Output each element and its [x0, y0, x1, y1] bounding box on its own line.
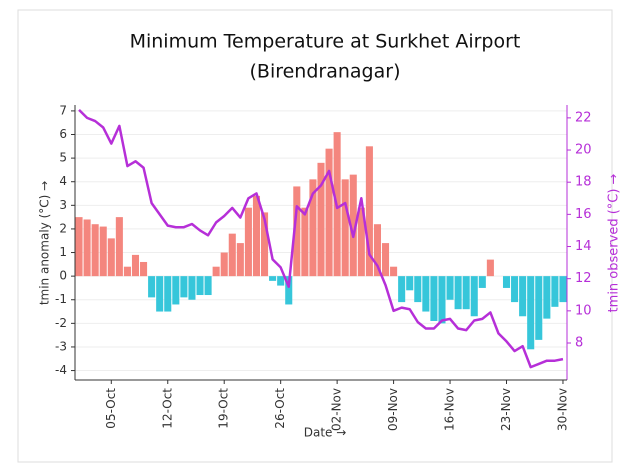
bar [511, 276, 519, 303]
y-tick-label: -4 [55, 363, 67, 377]
bar [277, 276, 285, 286]
bar [188, 276, 196, 300]
x-tick-label: 19-Oct [217, 388, 231, 429]
bar [406, 276, 414, 291]
bar [228, 233, 236, 277]
bar [535, 276, 543, 340]
y-tick-label: 6 [59, 127, 67, 141]
y-tick-label: 1 [59, 245, 67, 259]
bar [236, 243, 244, 277]
bar [373, 224, 381, 277]
bar [83, 219, 91, 277]
bar [317, 162, 325, 277]
bar [422, 276, 430, 312]
bar [156, 276, 164, 312]
bar [381, 243, 390, 277]
bar [446, 276, 454, 300]
bar [204, 276, 212, 296]
y2-tick-label: 16 [575, 207, 592, 222]
bar [293, 186, 301, 277]
bar [430, 276, 438, 321]
bar [398, 276, 406, 303]
y2-tick-label: 18 [575, 175, 592, 190]
y-tick-label: -2 [55, 316, 67, 330]
y2-tick-label: 10 [575, 303, 592, 318]
x-tick-label: 16-Nov [443, 388, 457, 431]
y-tick-label: -3 [55, 339, 67, 353]
bar [196, 276, 204, 296]
bar [519, 276, 527, 317]
bar [99, 226, 107, 277]
x-tick-label: 23-Nov [499, 388, 513, 431]
y-tick-label: 3 [59, 198, 67, 212]
y2-tick-label: 22 [575, 110, 592, 125]
bar [309, 179, 317, 277]
bar [244, 207, 252, 277]
x-axis-title: Date → [304, 426, 347, 440]
x-tick-label: 26-Oct [273, 388, 287, 429]
bar [486, 259, 494, 277]
bar [107, 238, 115, 277]
y-tick-label: 2 [59, 221, 67, 235]
bar [349, 174, 357, 277]
chart-title: Minimum Temperature at Surkhet Airport [130, 31, 521, 53]
x-tick-label: 09-Nov [386, 388, 400, 431]
bar [75, 217, 83, 277]
y2-tick-label: 12 [575, 271, 592, 286]
bar [180, 276, 188, 298]
bar [414, 276, 422, 303]
bar [220, 252, 228, 277]
x-tick-label: 30-Nov [555, 388, 569, 431]
bar [301, 207, 309, 277]
y2-tick-label: 14 [575, 239, 592, 254]
bar [365, 146, 373, 277]
bar [325, 148, 333, 277]
bar [341, 179, 349, 277]
chart-title: (Birendranagar) [250, 61, 401, 83]
bar [470, 276, 478, 317]
bar [454, 276, 462, 310]
bar [212, 266, 220, 277]
bar [478, 276, 486, 288]
y-tick-label: 7 [59, 103, 67, 117]
y-tick-label: -1 [55, 292, 67, 306]
x-tick-label: 05-Oct [104, 388, 118, 429]
x-tick-label: 02-Nov [330, 388, 344, 431]
bar [172, 276, 180, 305]
bar [91, 224, 99, 277]
y2-tick-label: 8 [575, 336, 583, 351]
y-tick-label: 0 [59, 269, 67, 283]
y-tick-label: 4 [59, 174, 67, 188]
bar [462, 276, 470, 310]
bar [357, 207, 365, 277]
bar [164, 276, 172, 312]
y2-tick-label: 20 [575, 143, 592, 158]
bar [390, 266, 398, 277]
y2-axis-title: tmin observed (°C) → [607, 173, 622, 312]
bar [123, 266, 131, 277]
bar [543, 276, 551, 319]
bar [261, 212, 269, 277]
bar [252, 195, 261, 277]
bar [527, 276, 535, 350]
bar [438, 276, 446, 324]
bar [502, 276, 511, 288]
bar [131, 254, 140, 277]
line [78, 108, 564, 369]
bar [115, 217, 123, 277]
bar [269, 276, 277, 281]
bar [148, 276, 156, 298]
bar [285, 276, 293, 305]
x-tick-label: 12-Oct [160, 388, 174, 429]
bar [559, 276, 567, 303]
bar [140, 261, 148, 277]
y-axis-title: tmin anomaly (°C) → [38, 181, 52, 305]
bar [551, 276, 559, 307]
y-tick-label: 5 [59, 151, 67, 165]
